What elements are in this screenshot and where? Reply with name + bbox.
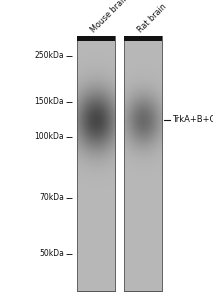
Bar: [124, 36, 162, 41]
Bar: [124, 36, 162, 291]
Text: 70kDa: 70kDa: [39, 194, 64, 202]
Bar: [77, 36, 115, 291]
Text: Mouse brain: Mouse brain: [89, 0, 131, 34]
Text: 150kDa: 150kDa: [34, 98, 64, 106]
Text: 250kDa: 250kDa: [34, 51, 64, 60]
Text: 100kDa: 100kDa: [34, 132, 64, 141]
Bar: [124, 36, 162, 291]
Text: Rat brain: Rat brain: [136, 2, 169, 34]
Bar: [77, 36, 115, 41]
Text: TrkA+B+C: TrkA+B+C: [173, 116, 213, 124]
Text: 50kDa: 50kDa: [39, 249, 64, 258]
Bar: [77, 36, 115, 291]
